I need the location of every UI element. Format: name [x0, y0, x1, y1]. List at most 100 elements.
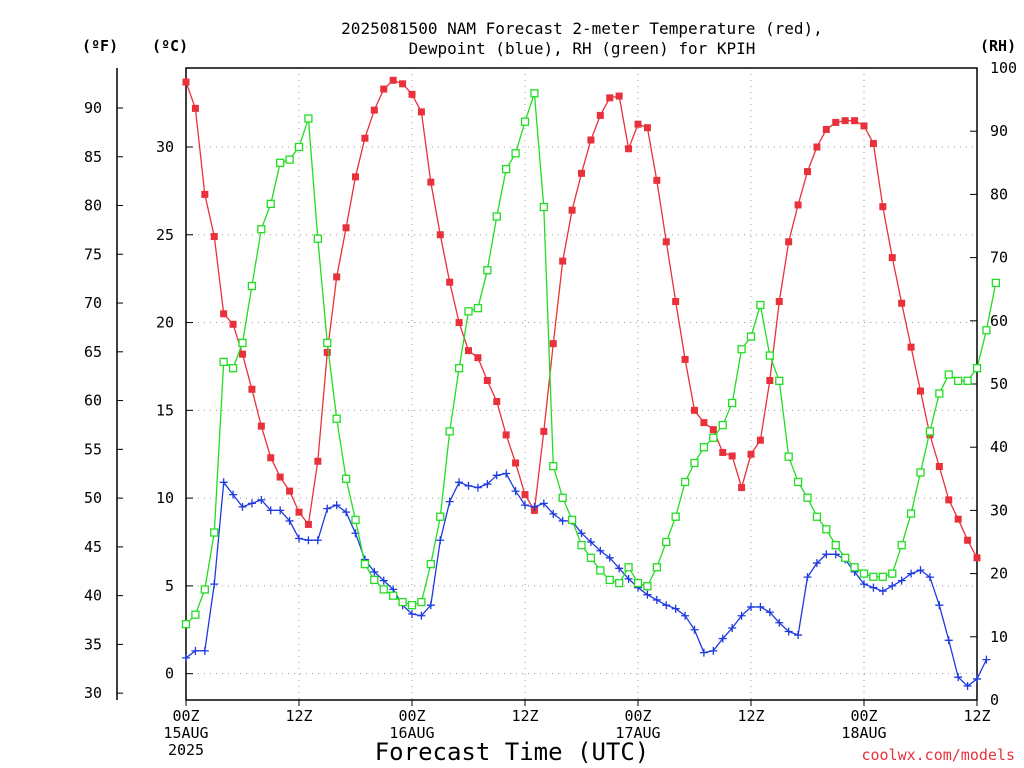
- rh-point: [436, 512, 445, 521]
- fahrenheit-tick-label: 75: [84, 245, 102, 263]
- rh-point: [615, 578, 624, 588]
- rh-point: [765, 351, 774, 360]
- temperature-point: [427, 178, 435, 186]
- temperature-point: [323, 348, 331, 356]
- rh-point: [935, 389, 944, 398]
- dewpoint-point: [539, 499, 548, 508]
- dewpoint-point: [803, 573, 812, 582]
- rh-point: [200, 585, 209, 594]
- rh-point: [925, 427, 935, 436]
- temperature-point: [851, 117, 859, 125]
- rh-point: [756, 300, 765, 310]
- temperature-point: [314, 457, 322, 465]
- rh-tick-label: 0: [990, 691, 999, 709]
- rh-point: [492, 212, 501, 221]
- temperature-point: [917, 387, 924, 395]
- fahrenheit-tick-label: 55: [84, 440, 102, 458]
- dewpoint-point: [502, 469, 511, 478]
- dewpoint-point: [888, 581, 897, 590]
- fahrenheit-tick-label: 65: [84, 343, 102, 361]
- temperature-point: [502, 431, 510, 439]
- dewpoint-point: [869, 583, 878, 592]
- dewpoint-series: [182, 469, 991, 690]
- rh-point: [464, 307, 473, 316]
- rh-point: [596, 566, 605, 575]
- dewpoint-point: [295, 534, 303, 543]
- temperature-point: [191, 104, 199, 112]
- x-tick-label: 12Z: [963, 707, 990, 725]
- dewpoint-point: [229, 490, 238, 499]
- dewpoint-point: [492, 471, 501, 480]
- dewpoint-point: [521, 501, 529, 510]
- x-tick-label: 12Z: [511, 707, 538, 725]
- dewpoint-point: [200, 646, 209, 655]
- dewpoint-point: [916, 566, 925, 575]
- dewpoint-point: [944, 636, 953, 645]
- rh-point: [417, 597, 426, 607]
- rh-point: [341, 474, 351, 483]
- rh-point: [379, 585, 388, 594]
- rh-point: [266, 199, 275, 209]
- dewpoint-point: [530, 502, 539, 511]
- dewpoint-point: [605, 553, 614, 562]
- dewpoint-point: [558, 516, 567, 525]
- fahrenheit-tick-label: 35: [84, 635, 102, 653]
- rh-point: [370, 575, 379, 585]
- chart-title-line-1: 2025081500 NAM Forecast 2-meter Temperat…: [341, 19, 823, 38]
- rh-point: [323, 338, 332, 348]
- rh-point: [520, 117, 530, 126]
- rh-point: [869, 572, 878, 581]
- temperature-point: [662, 238, 670, 246]
- dewpoint-point: [925, 573, 934, 582]
- temperature-point: [653, 176, 661, 184]
- rh-point: [699, 443, 709, 452]
- temperature-point: [738, 484, 746, 492]
- rh-point: [775, 376, 784, 385]
- dewpoint-point: [247, 499, 256, 508]
- temperature-point: [804, 168, 811, 176]
- dewpoint-point: [257, 495, 266, 504]
- temperature-point: [182, 78, 190, 86]
- celsius-tick-label: 25: [156, 226, 174, 244]
- rh-point: [586, 553, 596, 562]
- dewpoint-point: [728, 624, 737, 633]
- rh-point: [850, 563, 859, 572]
- dewpoint-point: [445, 497, 454, 506]
- dewpoint-point: [276, 506, 285, 515]
- rh-tick-label: 40: [990, 438, 1008, 456]
- temperature-point: [860, 122, 868, 130]
- dewpoint-point: [747, 602, 755, 611]
- rh-point: [558, 493, 567, 502]
- temperature-point: [342, 224, 350, 232]
- dewpoint-point: [897, 576, 906, 585]
- rh-series: [181, 89, 1000, 629]
- rh-point: [360, 559, 370, 569]
- rh-point: [210, 528, 219, 537]
- rh-point: [991, 278, 1000, 288]
- temperature-point: [474, 354, 482, 362]
- temperature-point: [841, 117, 849, 125]
- dewpoint-point: [765, 608, 774, 617]
- rh-point: [294, 142, 304, 152]
- rh-point: [878, 572, 887, 581]
- dewpoint-point: [718, 634, 727, 643]
- temperature-line: [185, 79, 978, 559]
- rh-point: [822, 525, 831, 534]
- rh-tick-label: 100: [990, 59, 1017, 77]
- rh-point: [577, 541, 586, 550]
- temperature-point: [248, 385, 256, 393]
- plot-frame: [185, 67, 978, 701]
- x-tick-label: 12Z: [285, 707, 312, 725]
- dewpoint-point: [436, 536, 445, 545]
- dewpoint-point: [737, 611, 746, 620]
- temperature-point: [408, 90, 416, 98]
- temperature-point: [549, 340, 557, 348]
- temperature-point: [691, 406, 698, 414]
- dewpoint-point: [794, 631, 803, 640]
- temperature-point: [775, 297, 783, 305]
- rh-point: [793, 477, 803, 487]
- rh-tick-label: 90: [990, 122, 1008, 140]
- dewpoint-point: [408, 609, 416, 618]
- rh-tick-label: 70: [990, 249, 1008, 267]
